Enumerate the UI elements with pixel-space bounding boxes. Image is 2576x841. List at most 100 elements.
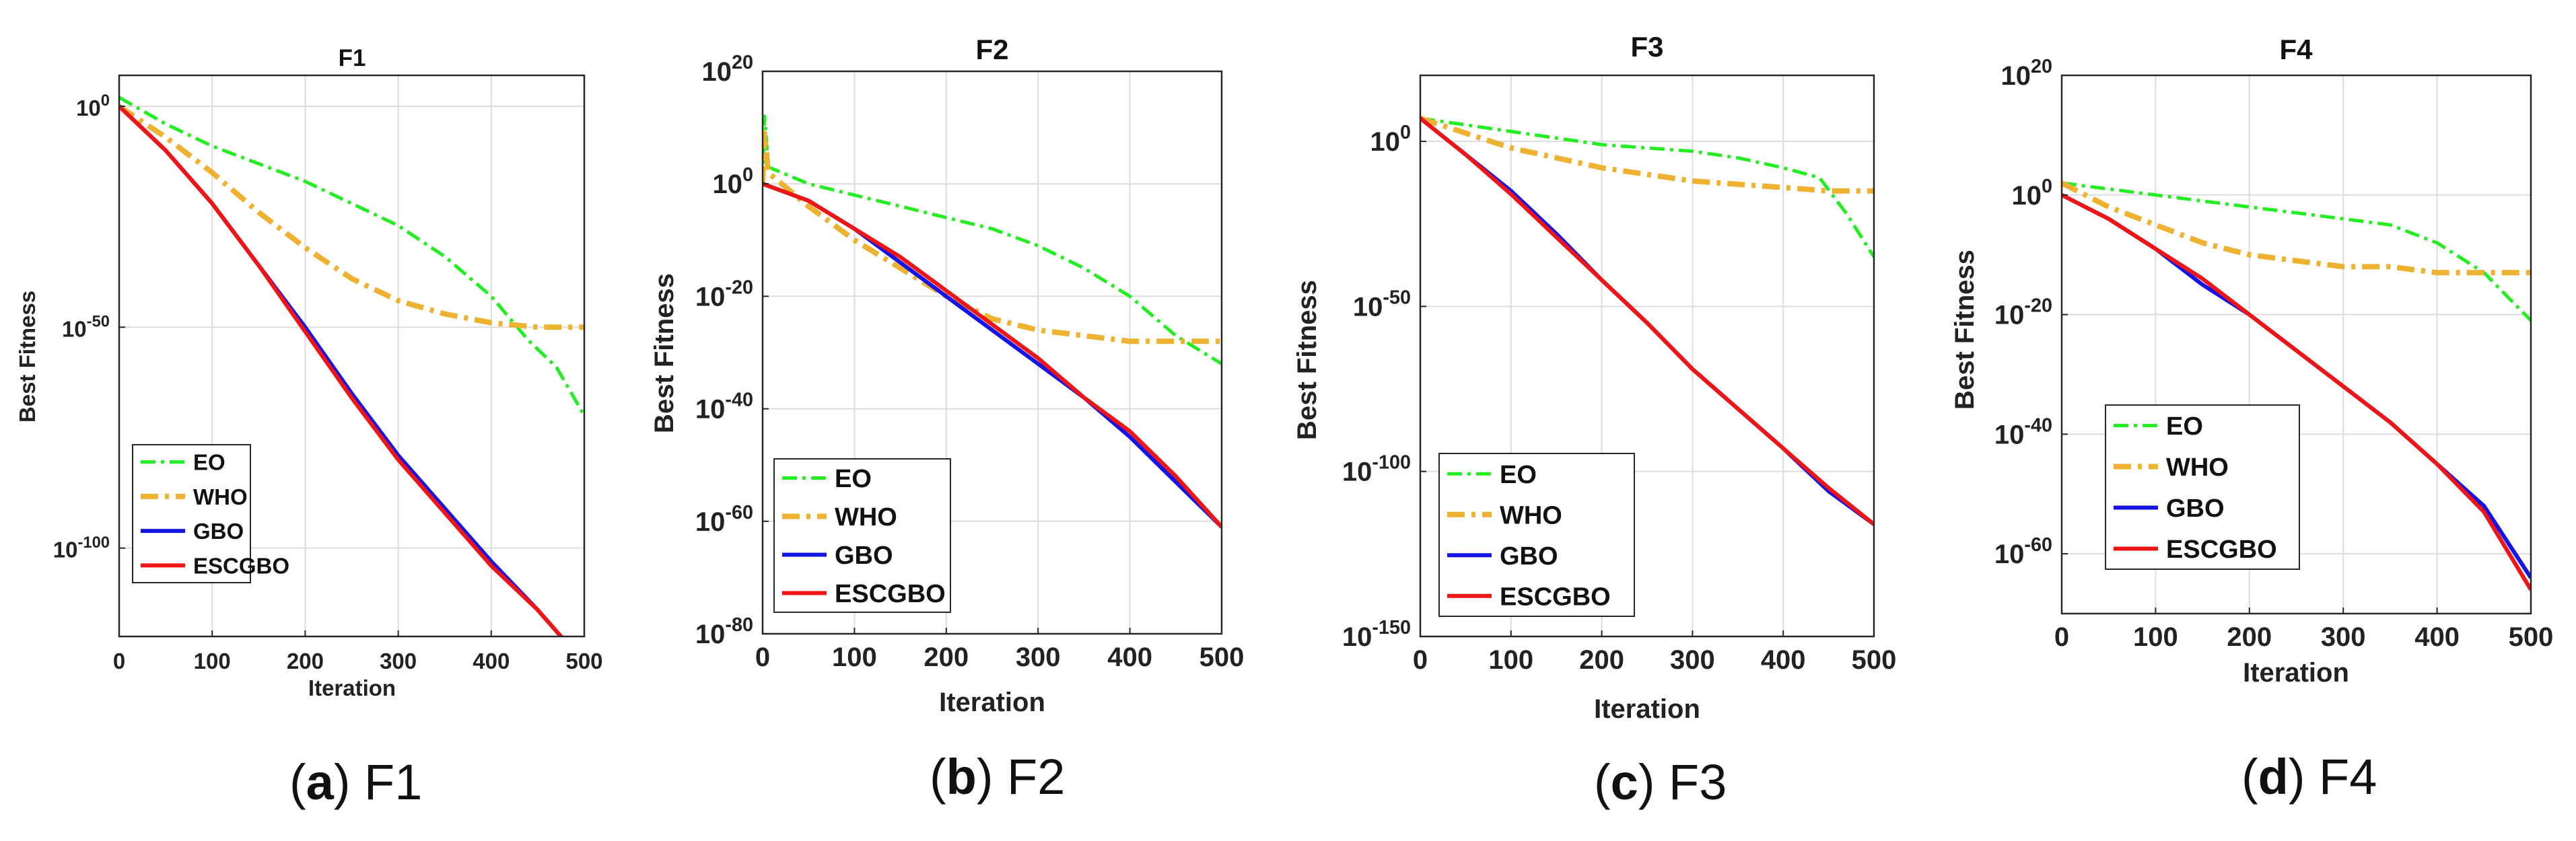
chart-title: F3 <box>1630 31 1663 63</box>
y-axis-label: Best Fitness <box>1292 280 1322 440</box>
legend-box <box>1438 453 1635 617</box>
x-tick-label: 100 <box>194 649 231 673</box>
y-tick-label: 1020 <box>701 52 753 87</box>
series-line-who <box>119 104 584 330</box>
legend-label-who: WHO <box>2166 453 2229 482</box>
legend-label-gbo: GBO <box>1500 542 1558 571</box>
legend-label-eo: EO <box>2166 412 2203 441</box>
subfigure-caption: (b) F2 <box>930 749 1065 805</box>
legend: EO WHO GBO ESCGBO <box>1438 453 1635 617</box>
legend-label-gbo: GBO <box>193 519 244 544</box>
y-tick-label: 10-50 <box>1353 287 1411 322</box>
series-line-who <box>2062 180 2531 276</box>
x-tick-label: 100 <box>1488 645 1533 675</box>
series-line-escgbo <box>763 182 1222 529</box>
axes-box <box>2060 74 2532 615</box>
chart-title: F2 <box>975 34 1008 65</box>
x-tick-label: 400 <box>2414 622 2460 652</box>
legend-label-who: WHO <box>193 484 248 509</box>
x-axis-label: Iteration <box>939 688 1045 717</box>
x-tick-label: 100 <box>832 643 877 672</box>
series-line-escgbo <box>1420 116 1874 526</box>
legend-label-escgbo: ESCGBO <box>2166 536 2277 564</box>
y-tick-label: 10-50 <box>62 312 110 341</box>
x-tick-label: 400 <box>1107 643 1152 672</box>
x-tick-label: 400 <box>1761 645 1806 675</box>
legend-label-escgbo: ESCGBO <box>835 580 946 608</box>
legend-box <box>773 458 951 613</box>
x-tick-label: 200 <box>1579 645 1624 675</box>
legend-box <box>132 444 251 583</box>
subfigure-caption: (d) F4 <box>2241 749 2377 805</box>
x-tick-label: 0 <box>755 643 770 672</box>
series-line-who <box>1420 115 1874 194</box>
chart-title: F1 <box>339 45 366 71</box>
y-tick-label: 10-60 <box>695 502 753 537</box>
y-tick-label: 100 <box>2011 176 2052 211</box>
x-tick-label: 300 <box>1016 643 1061 672</box>
x-axis-label: Iteration <box>2243 658 2349 688</box>
axes-box <box>118 74 586 638</box>
chart-panel-1: 0 100 200 300 400 500 100 10-50 10-100 F1 Iteratio… <box>15 45 603 810</box>
x-tick-label: 300 <box>380 649 417 673</box>
legend: EO WHO GBO ESCGBO <box>773 458 951 613</box>
x-tick-label: 0 <box>1413 645 1428 675</box>
subfigure-caption: (a) F1 <box>289 754 422 810</box>
series-line-who <box>763 131 1222 344</box>
x-tick-label: 500 <box>1852 645 1897 675</box>
legend: EO WHO GBO ESCGBO <box>2105 404 2300 570</box>
subfigure-caption: (c) F3 <box>1594 754 1727 810</box>
legend-label-gbo: GBO <box>835 542 893 570</box>
x-tick-label: 300 <box>2321 622 2366 652</box>
chart-panel-4: 0 100 200 300 400 500 1020 100 10-20 10-40 10-60 F4… <box>1950 34 2553 805</box>
y-tick-label: 10-100 <box>1342 452 1411 487</box>
y-tick-label: 10-40 <box>1994 414 2052 449</box>
series-line-eo <box>2062 181 2531 322</box>
x-tick-label: 0 <box>113 649 125 673</box>
x-tick-label: 400 <box>473 649 510 673</box>
legend-label-eo: EO <box>193 450 225 475</box>
x-tick-label: 500 <box>565 649 602 673</box>
chart-title: F4 <box>2279 34 2313 65</box>
legend-label-eo: EO <box>835 465 872 493</box>
x-tick-label: 0 <box>2054 622 2069 652</box>
x-tick-label: 500 <box>1199 643 1245 672</box>
y-tick-label: 10-80 <box>695 614 753 649</box>
x-tick-label: 100 <box>2133 622 2178 652</box>
y-tick-label: 10-100 <box>53 534 110 562</box>
y-tick-label: 100 <box>1370 122 1411 157</box>
x-axis-label: Iteration <box>308 675 396 700</box>
legend-label-escgbo: ESCGBO <box>1500 583 1611 611</box>
legend-label-escgbo: ESCGBO <box>193 553 289 578</box>
axes-box <box>1419 74 1875 638</box>
x-tick-label: 500 <box>2509 622 2554 652</box>
y-tick-label: 100 <box>712 164 753 199</box>
x-tick-label: 200 <box>287 649 324 673</box>
y-tick-label: 10-60 <box>1994 534 2052 569</box>
series-line-escgbo <box>2062 193 2531 591</box>
series-line-eo <box>119 96 584 416</box>
series-line-eo <box>1420 116 1874 258</box>
x-tick-label: 200 <box>924 643 969 672</box>
y-tick-label: 10-20 <box>1994 295 2052 330</box>
y-tick-label: 10-150 <box>1342 617 1411 652</box>
x-axis-label: Iteration <box>1594 694 1700 724</box>
y-tick-label: 1020 <box>2000 56 2052 91</box>
legend-box <box>2105 404 2300 570</box>
series-line-escgbo <box>119 104 564 636</box>
y-tick-label: 100 <box>76 92 110 120</box>
legend: EO WHO GBO ESCGBO <box>132 444 289 583</box>
x-tick-label: 300 <box>1670 645 1715 675</box>
x-tick-label: 200 <box>2227 622 2272 652</box>
y-axis-label: Best Fitness <box>1950 250 1980 410</box>
legend-label-gbo: GBO <box>2166 495 2225 523</box>
legend-label-who: WHO <box>1500 501 1562 529</box>
chart-panel-2: 0 100 200 300 400 500 1020 100 10-20 10-40 10-60 10… <box>650 34 1244 805</box>
axes-box <box>761 70 1223 635</box>
legend-label-eo: EO <box>1500 461 1537 489</box>
legend-label-who: WHO <box>835 503 897 532</box>
y-tick-label: 10-40 <box>695 390 753 425</box>
y-axis-label: Best Fitness <box>15 291 40 423</box>
